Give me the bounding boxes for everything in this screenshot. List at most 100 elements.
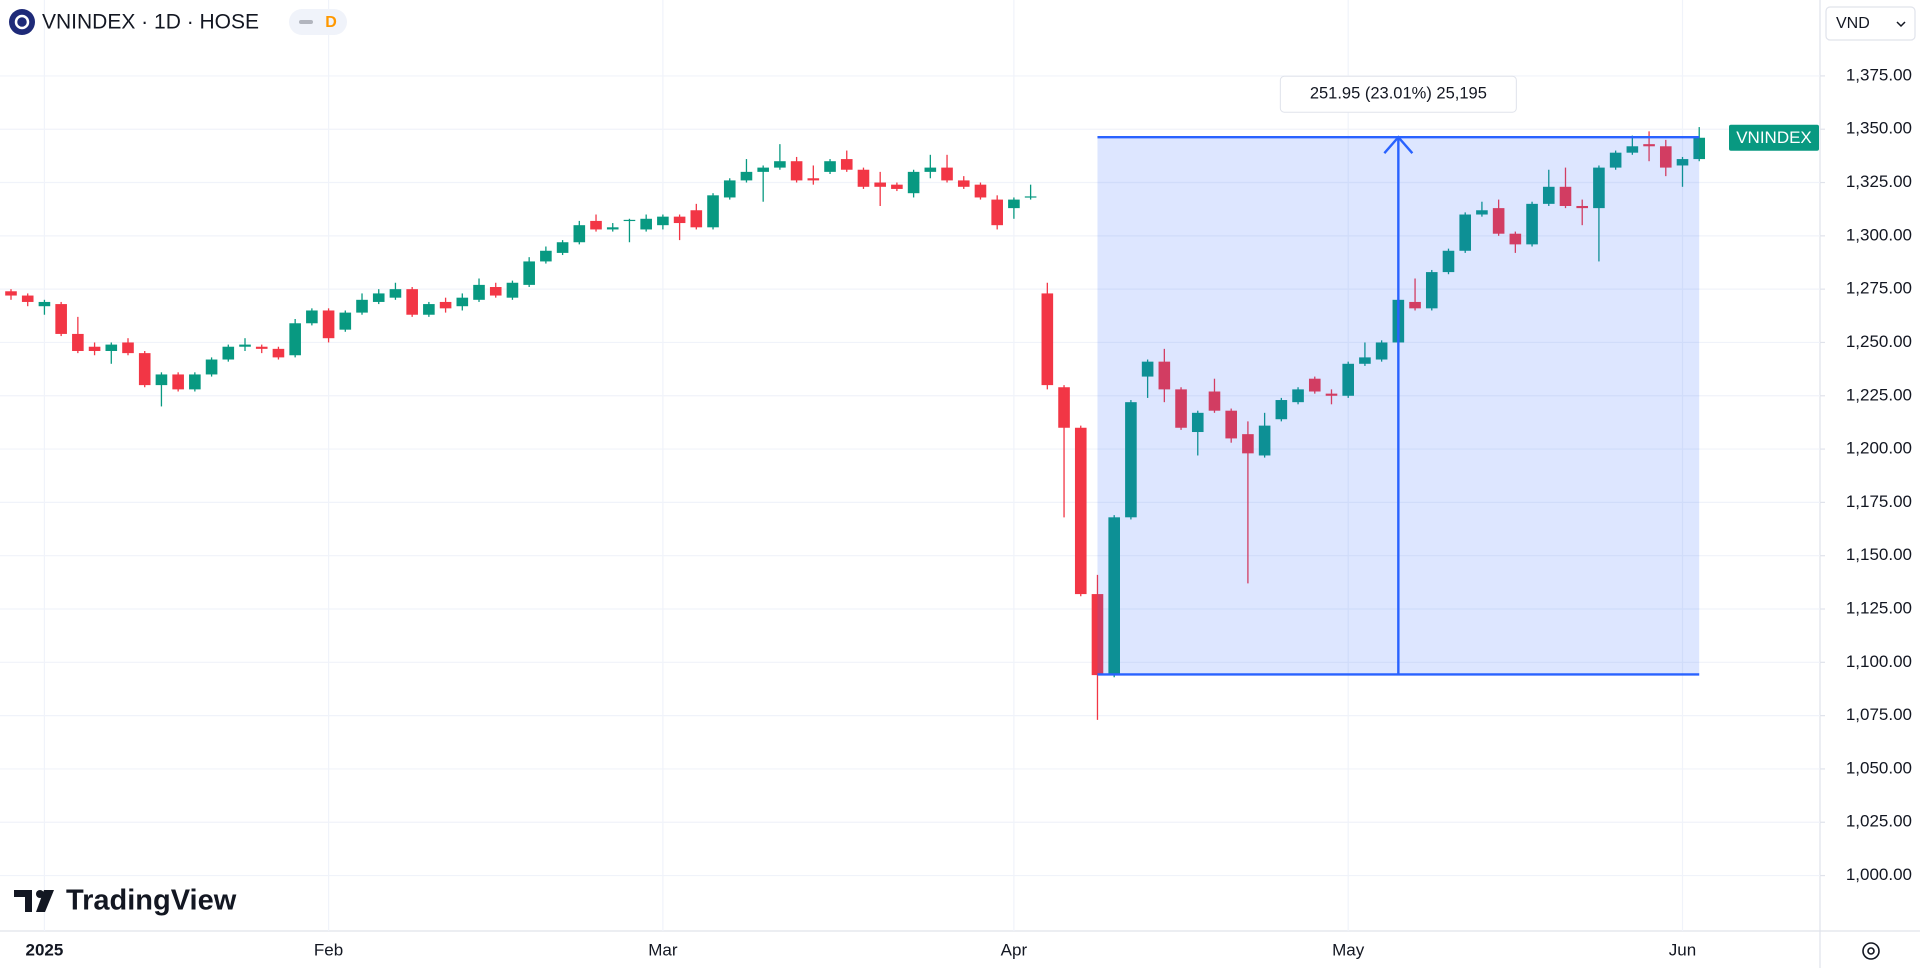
candle-body	[974, 184, 987, 198]
interval-badge[interactable]	[289, 9, 347, 35]
candle-body	[556, 242, 569, 253]
x-tick-label: Apr	[1001, 940, 1028, 959]
candle-body	[389, 289, 402, 298]
interval-text: D	[325, 14, 337, 31]
candle-body	[1058, 387, 1070, 428]
candle-body	[1693, 137, 1706, 160]
candle-body	[1041, 293, 1054, 386]
candle-body	[306, 310, 318, 324]
measure-label-box	[1279, 75, 1517, 113]
candle-body	[239, 344, 251, 347]
candle-body	[489, 287, 502, 296]
candle-body	[1359, 357, 1371, 364]
candle-body	[1242, 434, 1254, 454]
candle-body	[774, 161, 786, 168]
candle-body	[1191, 412, 1204, 433]
y-tick-label: 1,250.00	[1846, 332, 1912, 351]
y-tick-label: 1,275.00	[1846, 279, 1912, 298]
candle-body	[1509, 233, 1522, 245]
brand-icon-t	[14, 890, 32, 912]
candle-body	[1342, 363, 1354, 396]
y-tick-label: 1,375.00	[1846, 65, 1912, 84]
y-tick-label: 1,200.00	[1846, 439, 1912, 458]
currency-text: VND	[1836, 15, 1870, 32]
candle-body	[657, 216, 669, 226]
candle-body	[824, 161, 836, 172]
candle-body	[189, 374, 201, 390]
y-tick-label: 1,300.00	[1846, 225, 1912, 244]
symbol-title: VNINDEX · 1D · HOSE	[42, 11, 259, 34]
y-tick-label: 1,050.00	[1846, 758, 1912, 777]
candle-body	[105, 344, 118, 351]
candle-body	[222, 346, 235, 360]
candle-body	[1492, 208, 1505, 234]
settings-button[interactable]	[1862, 942, 1880, 960]
candle-body	[740, 171, 753, 181]
candle-body	[155, 374, 168, 386]
grid	[0, 0, 1820, 931]
candle-body	[1158, 361, 1171, 390]
candle-body	[991, 199, 1003, 226]
candle-body	[1225, 410, 1237, 439]
candle-body	[456, 297, 469, 307]
candle-body	[1659, 146, 1672, 168]
brand-icon-v	[36, 890, 54, 912]
candle-body	[807, 178, 820, 181]
candle-body	[757, 167, 769, 172]
candle-body	[272, 348, 285, 358]
candle-body	[590, 220, 602, 230]
candle-body	[1292, 389, 1304, 403]
candle-body	[1175, 389, 1187, 428]
candle-body	[122, 342, 134, 354]
y-tick-label: 1,075.00	[1846, 705, 1912, 724]
candle-body	[88, 346, 101, 351]
candle-body	[1609, 152, 1622, 168]
candle-body	[690, 210, 703, 228]
candle-body	[289, 323, 301, 356]
price-tag	[1729, 124, 1819, 151]
candle-body	[707, 195, 719, 228]
candle-body	[790, 161, 803, 181]
candle-body	[473, 284, 485, 300]
candle-body	[1325, 393, 1338, 396]
candle-body	[1308, 378, 1321, 392]
y-tick-label: 1,175.00	[1846, 492, 1912, 511]
candle-body	[623, 219, 636, 222]
candle-body	[1375, 342, 1388, 360]
candle-body	[874, 182, 886, 187]
y-tick-label: 1,000.00	[1846, 865, 1912, 884]
candle-body	[138, 353, 151, 386]
candle-body	[322, 310, 335, 339]
candle-body	[439, 301, 452, 309]
candle-body	[72, 333, 84, 351]
candle-body	[55, 304, 67, 334]
candle-body	[339, 312, 352, 330]
candle-body	[1593, 167, 1605, 209]
x-tick-label: May	[1332, 940, 1365, 959]
candle-body	[1576, 205, 1589, 209]
candle-body	[255, 346, 268, 349]
candle-body	[540, 250, 552, 262]
candle-body	[1141, 361, 1154, 377]
candle-body	[406, 289, 418, 315]
currency-selector[interactable]	[1825, 6, 1916, 41]
y-tick-label: 1,100.00	[1846, 652, 1912, 671]
candle-body	[840, 159, 853, 170]
y-tick-label: 1,225.00	[1846, 385, 1912, 404]
candle-body	[1559, 186, 1572, 206]
y-tick-label: 1,325.00	[1846, 172, 1912, 191]
candle-body	[1459, 214, 1472, 251]
candle-body	[673, 216, 686, 224]
symbol-logo-ring	[14, 14, 30, 30]
candle-body	[957, 180, 970, 187]
settings-icon-core	[1867, 947, 1875, 955]
candle-body	[924, 167, 937, 172]
candle-body	[573, 225, 586, 243]
candle-body	[38, 301, 51, 307]
candle-body	[21, 295, 34, 302]
candle-body	[1476, 210, 1488, 215]
